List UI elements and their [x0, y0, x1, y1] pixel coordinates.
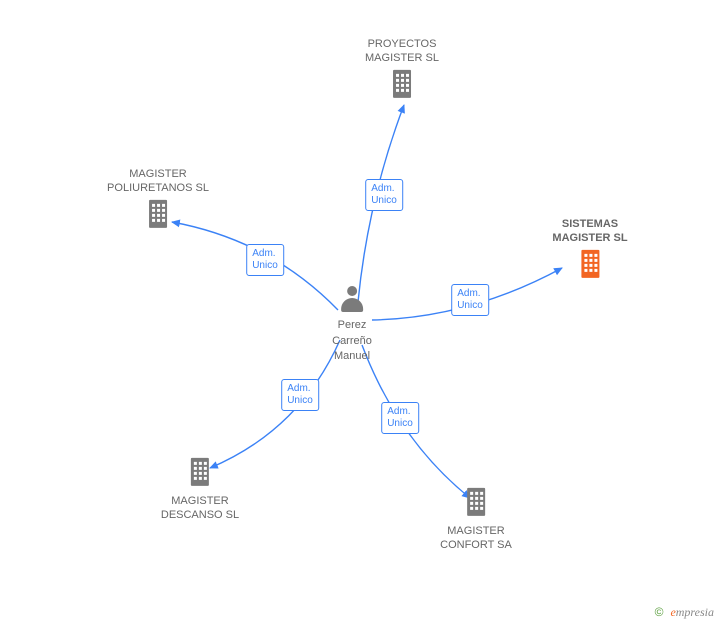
person-icon	[340, 286, 364, 312]
building-icon	[463, 488, 489, 516]
company-node-poliuretanos[interactable]: MAGISTERPOLIURETANOS SL	[107, 168, 209, 232]
edge-path	[172, 222, 338, 310]
footer-credit: © empresia	[655, 605, 714, 620]
company-node-confort[interactable]: MAGISTERCONFORT SA	[440, 488, 512, 552]
brand-rest: mpresia	[676, 605, 714, 619]
building-icon	[145, 199, 171, 227]
node-label: MAGISTERCONFORT SA	[440, 525, 512, 553]
edge-path	[210, 340, 340, 468]
node-label: PerezCarreñoManuel	[332, 319, 372, 364]
node-label: MAGISTERPOLIURETANOS SL	[107, 168, 209, 196]
building-icon	[187, 458, 213, 486]
edge-label: Adm.Unico	[365, 179, 403, 211]
company-node-descanso[interactable]: MAGISTERDESCANSO SL	[161, 458, 239, 522]
edge-path	[358, 105, 404, 302]
node-label: MAGISTERDESCANSO SL	[161, 495, 239, 523]
building-icon	[577, 249, 603, 277]
company-node-proyectos[interactable]: PROYECTOSMAGISTER SL	[365, 38, 439, 102]
diagram-stage: Adm.Unico Adm.Unico Adm.Unico Adm.Unico Adm.…	[0, 0, 728, 630]
company-node-sistemas[interactable]: SISTEMASMAGISTER SL	[552, 218, 627, 282]
edge-label: Adm.Unico	[451, 284, 489, 316]
edge-label: Adm.Unico	[281, 379, 319, 411]
center-node-person[interactable]: PerezCarreñoManuel	[332, 286, 372, 364]
edge-path	[362, 345, 470, 498]
edge-label: Adm.Unico	[246, 244, 284, 276]
edge-label: Adm.Unico	[381, 402, 419, 434]
edge-path	[372, 268, 562, 320]
copyright-symbol: ©	[655, 605, 664, 619]
building-icon	[389, 69, 415, 97]
node-label: SISTEMASMAGISTER SL	[552, 218, 627, 246]
node-label: PROYECTOSMAGISTER SL	[365, 38, 439, 66]
